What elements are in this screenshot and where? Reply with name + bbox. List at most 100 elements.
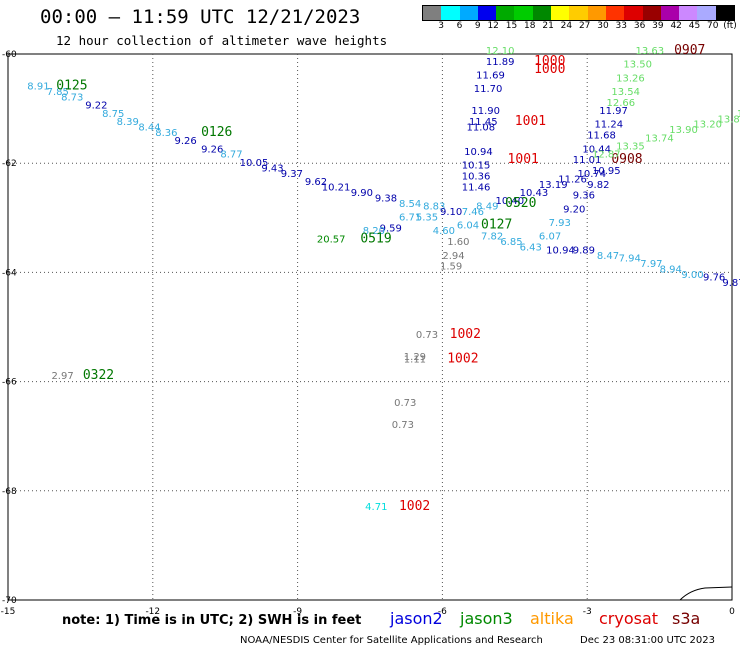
wave-height-label: 11.90: [471, 106, 500, 117]
wave-height-label: 9.43: [261, 163, 283, 174]
color-scale-unit: (ft): [723, 21, 737, 31]
wave-height-label: 8.49: [476, 202, 498, 213]
lon-tick-label: -9: [293, 607, 302, 617]
wave-height-label: 7.82: [481, 232, 503, 243]
map-title: 00:00 — 11:59 UTC 12/21/2023: [40, 6, 361, 28]
wave-height-label: 0.73: [392, 420, 414, 431]
wave-height-label: 6.43: [520, 243, 542, 254]
lat-tick-label: -64: [2, 268, 17, 278]
wave-height-label: 9.26: [201, 144, 223, 155]
wave-height-label: 13.54: [611, 87, 640, 98]
wave-height-label: 13.35: [616, 142, 645, 153]
wave-height-label: 7.85: [47, 87, 69, 98]
wave-height-label: 10.95: [592, 166, 621, 177]
wave-height-label: 9.37: [281, 169, 303, 180]
wave-height-label: 13.20: [693, 120, 722, 131]
wave-height-label: 9.36: [573, 191, 595, 202]
wave-height-label: 5.35: [416, 213, 438, 224]
satellite-legend-item: altika: [530, 609, 574, 628]
lat-tick-label: -60: [2, 50, 17, 60]
wave-height-label: 9.38: [375, 193, 397, 204]
wave-height-label: 13.26: [616, 73, 645, 84]
time-stamp-label: 1002: [450, 327, 481, 342]
wave-height-label: 1.29: [404, 352, 426, 363]
wave-height-label: 8.47: [597, 251, 619, 262]
time-stamp-label: 1001: [515, 114, 546, 129]
color-swatch: [532, 6, 552, 20]
lat-tick-label: -68: [2, 487, 17, 497]
wave-height-label: 2.94: [442, 251, 464, 262]
lon-tick-label: -15: [1, 607, 16, 617]
wave-height-label: 9.87: [722, 278, 740, 289]
color-swatch: [697, 6, 716, 20]
color-swatch: [605, 6, 625, 20]
color-scale-tick: 33: [615, 21, 627, 31]
wave-height-label: 10.21: [322, 183, 351, 194]
time-stamp-label: 0126: [201, 125, 232, 140]
wave-height-label: 7.94: [619, 253, 641, 264]
wave-height-label: 9.00: [681, 270, 703, 281]
color-swatch: [624, 6, 643, 20]
color-scale-tick: 18: [524, 21, 536, 31]
wave-height-label: 11.70: [474, 84, 503, 95]
color-swatch: [569, 6, 588, 20]
time-stamp-label: 0322: [83, 368, 114, 383]
wave-height-label: 9.62: [305, 177, 327, 188]
wave-height-label: 11.69: [476, 71, 505, 82]
lat-tick-label: -66: [2, 378, 17, 388]
wave-height-label: 10.74: [578, 169, 607, 180]
wave-height-label: 4.71: [365, 502, 387, 513]
wave-height-label: 8.39: [117, 117, 139, 128]
wave-height-label: 13.90: [669, 125, 698, 136]
wave-height-label: 0.73: [394, 398, 416, 409]
wave-height-label: 8.54: [399, 199, 421, 210]
time-stamp-label: 1001: [508, 152, 539, 167]
wave-height-label: 11.45: [469, 117, 498, 128]
color-swatch: [679, 6, 698, 20]
time-stamp-label: 0908: [611, 152, 642, 167]
wave-height-label: 7.46: [462, 207, 484, 218]
wave-height-label: 9.26: [175, 136, 197, 147]
color-swatch: [660, 6, 680, 20]
footer-note: note: 1) Time is in UTC; 2) SWH is in fe…: [62, 613, 362, 628]
satellite-legend-item: s3a: [672, 609, 701, 628]
color-scale-tick: 6: [456, 21, 463, 31]
wave-height-label: 11.08: [467, 122, 496, 133]
wave-height-label: 9.76: [703, 273, 725, 284]
wave-height-label: 8.20: [363, 226, 385, 237]
wave-height-label: 13.89: [718, 114, 740, 125]
wave-height-label: 1.60: [447, 237, 469, 248]
wave-height-label: 1.59: [440, 262, 462, 273]
satellite-legend-item: cryosat: [599, 609, 659, 628]
wave-height-label: 11.89: [486, 57, 515, 68]
color-swatch: [551, 6, 570, 20]
lon-tick-label: -6: [438, 607, 447, 617]
time-stamp-label: 0519: [360, 231, 391, 246]
map-frame: [7, 53, 733, 601]
color-scale-tick: 21: [542, 21, 554, 31]
color-swatch: [642, 6, 661, 20]
wave-height-label: 8.83: [423, 202, 445, 213]
wave-height-label: 8.73: [61, 92, 83, 103]
wave-height-label: 11.97: [599, 106, 628, 117]
wave-height-label: 10.94: [464, 147, 493, 158]
time-stamp-label: 1002: [447, 351, 478, 366]
wave-height-label: 13.74: [645, 133, 674, 144]
lon-tick-label: 0: [729, 607, 735, 617]
color-swatch: [715, 6, 735, 20]
lon-tick-label: -12: [145, 607, 160, 617]
lat-tick-label: -62: [2, 159, 17, 169]
wave-height-label: 13.19: [539, 180, 568, 191]
wave-height-label: 11.46: [462, 183, 491, 194]
time-stamp-label: 0520: [505, 196, 536, 211]
wave-height-label: 8.94: [660, 264, 682, 275]
coastline: [679, 586, 733, 601]
time-stamp-label: 0907: [674, 43, 705, 58]
color-swatch: [423, 6, 442, 20]
wave-height-label: 13.5: [737, 109, 740, 120]
wave-height-label: 8.75: [102, 109, 124, 120]
wave-height-label: 9.59: [380, 223, 402, 234]
wave-height-label: 10.40: [495, 196, 524, 207]
wave-height-label: 9.22: [85, 101, 107, 112]
color-swatch: [459, 6, 478, 20]
